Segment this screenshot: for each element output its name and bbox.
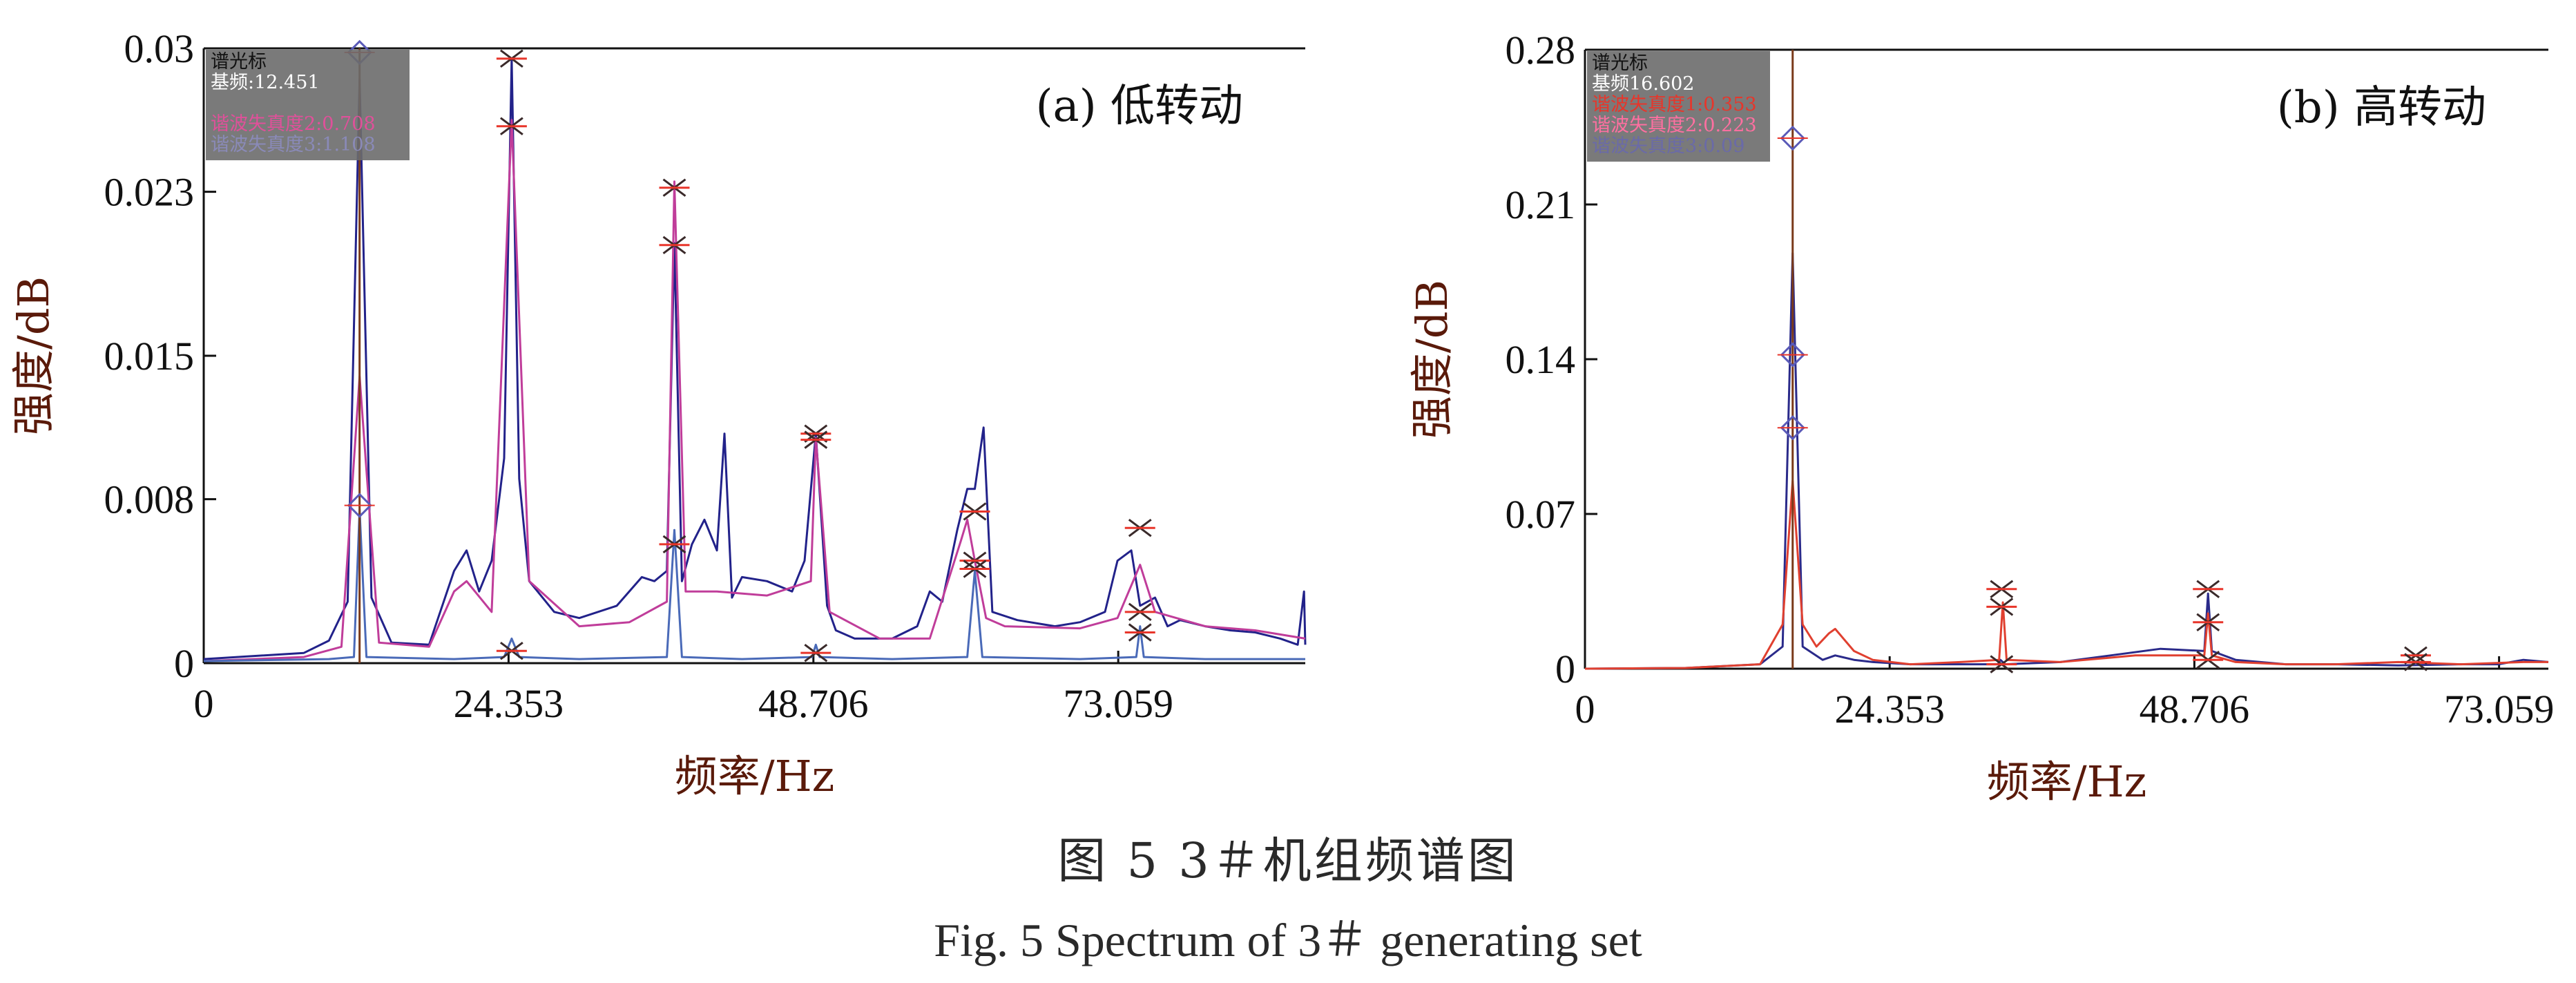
cursor-info-line-b-2: 谐波失真度1:0.353 xyxy=(1592,94,1757,115)
diamond-marker-a-1 xyxy=(344,493,375,518)
y-tick-label-a-3: 0.023 xyxy=(104,170,195,215)
asterisk-marker-b-6 xyxy=(2193,580,2224,598)
y-tick-label-a-0: 0 xyxy=(174,641,194,686)
chart-b: 0 24.353 48.706 73.059 0 0.07 0.14 0.21 0.28 频率/H… xyxy=(1407,28,2554,807)
series-line-a-2 xyxy=(203,119,1306,662)
y-tick-label-a-4: 0.03 xyxy=(124,26,195,71)
asterisk-marker-b-10 xyxy=(2400,653,2431,671)
asterisk-marker-b-8 xyxy=(2193,651,2224,669)
chart-a: 0 24.353 48.706 73.059 0 0.008 0.015 0.023 0.03 频… xyxy=(8,26,1307,801)
series-line-a-3 xyxy=(203,508,1305,662)
x-tick-label-b-1: 24.353 xyxy=(1834,687,1945,732)
diamond-marker-b-2 xyxy=(1777,415,1808,441)
x-tick-label-b-3: 73.059 xyxy=(2444,687,2555,732)
asterisk-marker-a-5 xyxy=(659,178,690,197)
cursor-info-line-b-4: 谐波失真度3:0.09 xyxy=(1592,135,1744,157)
asterisk-marker-a-4 xyxy=(496,642,527,660)
asterisk-marker-a-3 xyxy=(496,117,527,135)
asterisk-marker-a-10 xyxy=(800,643,832,662)
asterisk-marker-b-3 xyxy=(1986,580,2017,598)
x-tick-label-a-1: 24.353 xyxy=(454,681,564,726)
chart-title-a: (a) 低转动 xyxy=(1036,81,1243,132)
y-axis-title-b: 强度/dB xyxy=(1407,280,1457,439)
asterisk-marker-a-2 xyxy=(496,49,527,68)
x-tick-label-a-2: 48.706 xyxy=(758,681,869,726)
asterisk-marker-a-13 xyxy=(959,560,990,578)
x-tick-label-a-0: 0 xyxy=(194,681,214,726)
x-axis-title-b: 频率/Hz xyxy=(1987,756,2147,807)
cursor-info-line-a-4: 谐波失真度3:1.108 xyxy=(211,134,376,155)
cursor-info-line-a-1: 基频:12.451 xyxy=(211,72,320,93)
asterisk-marker-a-7 xyxy=(659,535,690,554)
diamond-marker-b-0 xyxy=(1777,125,1808,151)
cursor-info-box-b: 谱光标基频16.602谐波失真度1:0.353谐波失真度2:0.223谐波失真度… xyxy=(1587,51,1770,162)
series-line-b-2 xyxy=(1584,479,2548,670)
asterisk-marker-b-4 xyxy=(1986,598,2017,616)
y-tick-label-b-3: 0.21 xyxy=(1506,182,1576,227)
cursor-info-line-b-3: 谐波失真度2:0.223 xyxy=(1592,115,1757,136)
asterisk-marker-a-9 xyxy=(800,430,832,449)
y-axis-title-a: 强度/dB xyxy=(8,276,59,435)
cursor-info-line-b-0: 谱光标 xyxy=(1592,53,1648,74)
series-line-a-1 xyxy=(203,57,1307,660)
y-tick-label-b-4: 0.28 xyxy=(1506,28,1576,73)
y-tick-label-b-1: 0.07 xyxy=(1506,492,1576,537)
asterisk-marker-a-14 xyxy=(1124,519,1155,537)
figure-caption-english: Fig. 5 Spectrum of 3＃ generating set xyxy=(934,914,1642,966)
figure-caption-chinese: 图 5 3＃机组频谱图 xyxy=(1057,832,1519,889)
cursor-info-line-b-1: 基频16.602 xyxy=(1592,73,1694,95)
x-axis-title-a: 频率/Hz xyxy=(675,751,835,801)
y-tick-label-b-2: 0.14 xyxy=(1506,337,1576,382)
y-tick-label-a-1: 0.008 xyxy=(104,477,195,522)
diamond-marker-b-1 xyxy=(1777,342,1808,368)
y-tick-label-a-2: 0.015 xyxy=(104,334,195,379)
y-tick-label-b-0: 0 xyxy=(1555,647,1575,691)
x-tick-label-b-0: 0 xyxy=(1575,687,1595,732)
x-tick-label-a-3: 73.059 xyxy=(1063,681,1173,726)
series-line-b-1 xyxy=(1584,251,2549,670)
x-tick-label-b-2: 48.706 xyxy=(2140,687,2250,732)
asterisk-marker-a-11 xyxy=(959,502,990,521)
cursor-info-line-a-3: 谐波失真度2:0.708 xyxy=(211,113,376,135)
asterisk-marker-a-6 xyxy=(659,236,690,254)
asterisk-marker-b-5 xyxy=(1986,655,2017,674)
cursor-info-line-a-0: 谱光标 xyxy=(211,51,267,73)
asterisk-marker-b-7 xyxy=(2193,613,2224,631)
asterisk-marker-a-15 xyxy=(1124,602,1155,622)
asterisk-marker-a-16 xyxy=(1124,623,1155,642)
chart-title-b: (b) 高转动 xyxy=(2277,82,2486,133)
